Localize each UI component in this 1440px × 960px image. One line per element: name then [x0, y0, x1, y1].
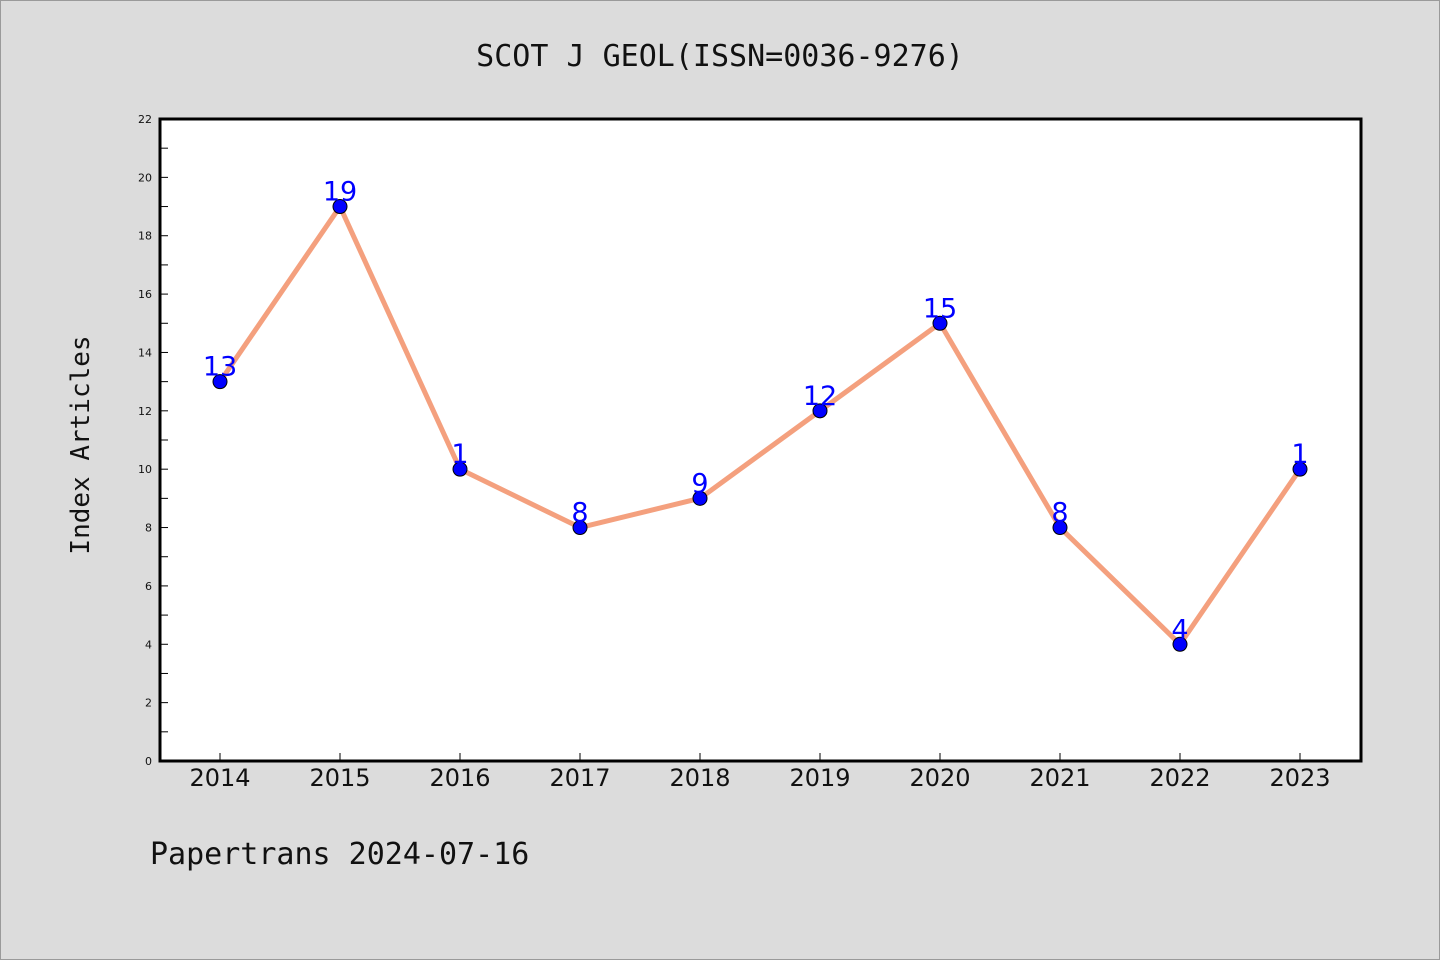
data-point [1292, 461, 1308, 477]
series-line [217, 204, 1303, 647]
data-label: 9 [691, 468, 708, 499]
data-point [212, 374, 228, 390]
y-tick-label: 4 [145, 638, 152, 651]
data-label: 8 [571, 498, 588, 529]
x-tick-label: 2017 [549, 764, 610, 792]
data-point [1052, 520, 1068, 536]
data-label: 4 [1171, 614, 1188, 645]
y-tick-label: 20 [138, 171, 152, 184]
y-axis-label: Index Articles [66, 335, 96, 554]
data-point [932, 315, 948, 331]
chart-title: SCOT J GEOL(ISSN=0036-9276) [476, 39, 964, 74]
data-label: 1 [1291, 439, 1308, 470]
data-point [812, 403, 828, 419]
y-tick-label: 12 [138, 405, 152, 418]
footer-text: Papertrans 2024-07-16 [150, 837, 529, 872]
data-label: 8 [1051, 498, 1068, 529]
data-point [572, 520, 588, 536]
data-label: 19 [323, 177, 357, 208]
data-point [692, 490, 708, 506]
data-point [452, 461, 468, 477]
x-tick-label: 2016 [429, 764, 490, 792]
x-tick-label: 2023 [1269, 764, 1330, 792]
x-axis: 2014 2015 2016 2017 2018 2019 2020 2021 2022 2023 [189, 753, 1331, 792]
y-tick-label: 0 [145, 755, 152, 768]
y-tick-label: 22 [138, 113, 152, 126]
data-label: 1 [451, 439, 468, 470]
y-axis: 0 2 4 6 8 10 12 14 16 18 20 22 [138, 113, 168, 768]
x-tick-label: 2021 [1029, 764, 1090, 792]
y-tick-label: 16 [138, 288, 152, 301]
y-tick-label: 14 [138, 346, 152, 359]
data-label: 15 [923, 293, 957, 324]
x-tick-label: 2018 [669, 764, 730, 792]
data-point [332, 199, 348, 215]
data-labels: 13 19 1 8 9 12 15 8 4 1 [203, 177, 1309, 646]
data-markers [212, 199, 1308, 652]
x-tick-label: 2020 [909, 764, 970, 792]
data-label: 12 [803, 381, 837, 412]
x-tick-label: 2015 [309, 764, 370, 792]
x-tick-label: 2014 [189, 764, 250, 792]
plot-area [158, 117, 1363, 763]
data-label: 13 [203, 352, 237, 383]
y-tick-label: 8 [145, 522, 152, 535]
x-tick-label: 2019 [789, 764, 850, 792]
y-tick-label: 2 [145, 697, 152, 710]
data-point [1172, 636, 1188, 652]
y-tick-label: 6 [145, 580, 152, 593]
x-tick-label: 2022 [1149, 764, 1210, 792]
y-tick-label: 10 [138, 463, 152, 476]
y-tick-label: 18 [138, 230, 152, 243]
